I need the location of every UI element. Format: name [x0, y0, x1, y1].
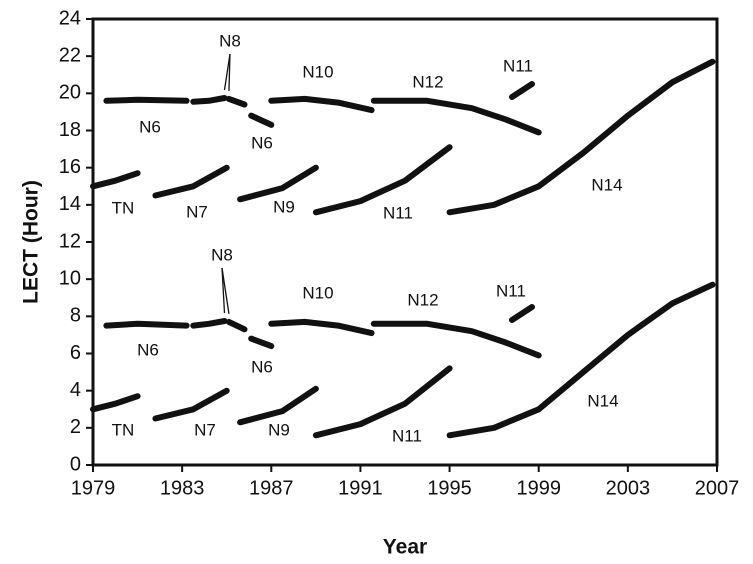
series-label: N10 — [302, 283, 333, 302]
series-line — [312, 144, 453, 216]
series-line — [509, 304, 535, 323]
series-line — [312, 365, 453, 439]
y-tick-label: 24 — [59, 7, 81, 29]
series-line — [237, 385, 319, 426]
x-tick-label: 1995 — [427, 477, 472, 499]
series-label: N6 — [139, 117, 161, 136]
series-line — [90, 393, 141, 413]
series-line — [446, 281, 716, 439]
series-label: N10 — [302, 62, 333, 81]
series-label: N12 — [407, 290, 438, 309]
series-label: N14 — [591, 175, 622, 194]
series-line — [248, 112, 275, 128]
series-label: N9 — [268, 420, 290, 439]
series-line — [268, 95, 375, 114]
y-tick-label: 14 — [59, 193, 81, 215]
y-tick-label: 0 — [70, 453, 81, 475]
label-arrow — [221, 267, 230, 315]
series-line — [509, 81, 535, 100]
x-tick-label: 2003 — [606, 477, 651, 499]
series-label: N11 — [392, 426, 422, 445]
y-tick-label: 4 — [70, 379, 81, 401]
label-arrow — [221, 267, 226, 314]
series-line — [190, 95, 248, 108]
series-line — [446, 58, 716, 216]
x-tick-label: 1999 — [516, 477, 561, 499]
series-label: TN — [112, 420, 135, 439]
y-tick-label: 18 — [59, 119, 81, 141]
y-tick-label: 22 — [59, 44, 81, 66]
series-line — [268, 318, 375, 337]
x-tick-label: 1979 — [71, 477, 116, 499]
series-label: N9 — [273, 197, 295, 216]
series-line — [103, 96, 190, 104]
x-tick-label: 1987 — [249, 477, 294, 499]
x-tick-label: 1991 — [338, 477, 383, 499]
series-line — [237, 164, 319, 203]
series-label: N6 — [251, 357, 273, 376]
series-label: N8 — [219, 31, 241, 50]
y-tick-label: 10 — [59, 267, 81, 289]
y-tick-label: 8 — [70, 305, 81, 327]
series-label: N7 — [186, 202, 208, 221]
series-label: N11 — [503, 56, 533, 75]
series-label: N12 — [412, 72, 443, 91]
series-line — [248, 335, 275, 350]
y-tick-label: 2 — [70, 416, 81, 438]
series-label: N14 — [587, 391, 618, 410]
series-label: N8 — [211, 245, 233, 264]
series-label: N6 — [137, 340, 159, 359]
x-tick-label: 1983 — [160, 477, 205, 499]
series-line — [190, 318, 248, 333]
y-axis-title: LECT (Hour) — [20, 180, 43, 304]
y-tick-label: 20 — [59, 82, 81, 104]
label-arrow — [228, 53, 231, 91]
label-arrow — [223, 53, 231, 91]
x-tick-label: 2007 — [695, 477, 740, 499]
series-label: N11 — [383, 203, 413, 222]
series-label: N11 — [496, 281, 526, 300]
series-label: N7 — [194, 420, 216, 439]
y-tick-label: 6 — [70, 342, 81, 364]
series-line — [90, 170, 141, 190]
y-tick-label: 16 — [59, 156, 81, 178]
series-line — [152, 387, 230, 422]
series-label: N6 — [251, 133, 273, 152]
series-line — [103, 320, 190, 329]
series-line — [152, 164, 230, 199]
series-line — [370, 320, 542, 359]
series-line — [370, 97, 542, 136]
series-label: TN — [112, 198, 135, 217]
plot-frame — [91, 17, 719, 467]
x-axis-title: Year — [383, 536, 427, 559]
y-tick-label: 12 — [59, 230, 81, 252]
